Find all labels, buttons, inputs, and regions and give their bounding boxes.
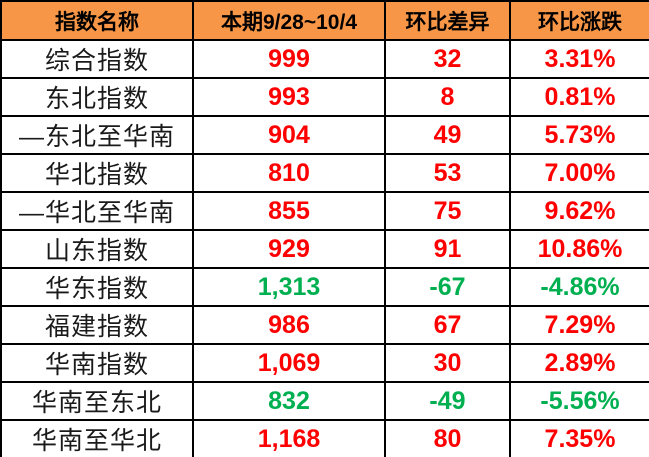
diff-value-cell: 8 xyxy=(384,77,511,117)
header-current-period: 本期9/28~10/4 xyxy=(192,0,386,41)
header-period-change: 环比涨跌 xyxy=(509,0,649,41)
index-name-cell: —华北至华南 xyxy=(0,191,194,231)
index-name-cell: 山东指数 xyxy=(0,229,194,269)
header-index-name: 指数名称 xyxy=(0,0,194,41)
current-value-cell: 929 xyxy=(192,229,386,269)
table-row: —华北至华南 855 75 9.62% xyxy=(0,191,649,231)
index-name-cell: 综合指数 xyxy=(0,39,194,79)
change-value-cell: 7.35% xyxy=(509,419,649,457)
diff-value-cell: 53 xyxy=(384,153,511,193)
current-value-cell: 904 xyxy=(192,115,386,155)
current-value-cell: 810 xyxy=(192,153,386,193)
change-value-cell: 7.00% xyxy=(509,153,649,193)
header-period-diff: 环比差异 xyxy=(384,0,511,41)
change-value-cell: 2.89% xyxy=(509,343,649,383)
current-value-cell: 1,168 xyxy=(192,419,386,457)
current-value-cell: 1,069 xyxy=(192,343,386,383)
diff-value-cell: -49 xyxy=(384,381,511,421)
current-value-cell: 832 xyxy=(192,381,386,421)
table-row: 福建指数 986 67 7.29% xyxy=(0,305,649,345)
current-value-cell: 993 xyxy=(192,77,386,117)
diff-value-cell: -67 xyxy=(384,267,511,307)
diff-value-cell: 91 xyxy=(384,229,511,269)
change-value-cell: 7.29% xyxy=(509,305,649,345)
diff-value-cell: 49 xyxy=(384,115,511,155)
diff-value-cell: 30 xyxy=(384,343,511,383)
diff-value-cell: 32 xyxy=(384,39,511,79)
index-name-cell: 华南至华北 xyxy=(0,419,194,457)
index-name-cell: 华东指数 xyxy=(0,267,194,307)
index-name-cell: 华南指数 xyxy=(0,343,194,383)
current-value-cell: 1,313 xyxy=(192,267,386,307)
table-row: 华南至华北 1,168 80 7.35% xyxy=(0,419,649,457)
table-row: 华南指数 1,069 30 2.89% xyxy=(0,343,649,383)
change-value-cell: 0.81% xyxy=(509,77,649,117)
index-name-cell: 东北指数 xyxy=(0,77,194,117)
index-name-cell: —东北至华南 xyxy=(0,115,194,155)
table-row: 华东指数 1,313 -67 -4.86% xyxy=(0,267,649,307)
table-row: 华北指数 810 53 7.00% xyxy=(0,153,649,193)
index-name-cell: 福建指数 xyxy=(0,305,194,345)
index-name-cell: 华北指数 xyxy=(0,153,194,193)
table-row: —东北至华南 904 49 5.73% xyxy=(0,115,649,155)
diff-value-cell: 75 xyxy=(384,191,511,231)
diff-value-cell: 80 xyxy=(384,419,511,457)
table-row: 华南至东北 832 -49 -5.56% xyxy=(0,381,649,421)
current-value-cell: 855 xyxy=(192,191,386,231)
change-value-cell: 5.73% xyxy=(509,115,649,155)
table-row: 山东指数 929 91 10.86% xyxy=(0,229,649,269)
header-row: 指数名称 本期9/28~10/4 环比差异 环比涨跌 xyxy=(0,0,649,41)
change-value-cell: -4.86% xyxy=(509,267,649,307)
diff-value-cell: 67 xyxy=(384,305,511,345)
table-row: 东北指数 993 8 0.81% xyxy=(0,77,649,117)
change-value-cell: 10.86% xyxy=(509,229,649,269)
change-value-cell: 3.31% xyxy=(509,39,649,79)
change-value-cell: 9.62% xyxy=(509,191,649,231)
change-value-cell: -5.56% xyxy=(509,381,649,421)
table-row: 综合指数 999 32 3.31% xyxy=(0,39,649,79)
current-value-cell: 986 xyxy=(192,305,386,345)
index-name-cell: 华南至东北 xyxy=(0,381,194,421)
current-value-cell: 999 xyxy=(192,39,386,79)
